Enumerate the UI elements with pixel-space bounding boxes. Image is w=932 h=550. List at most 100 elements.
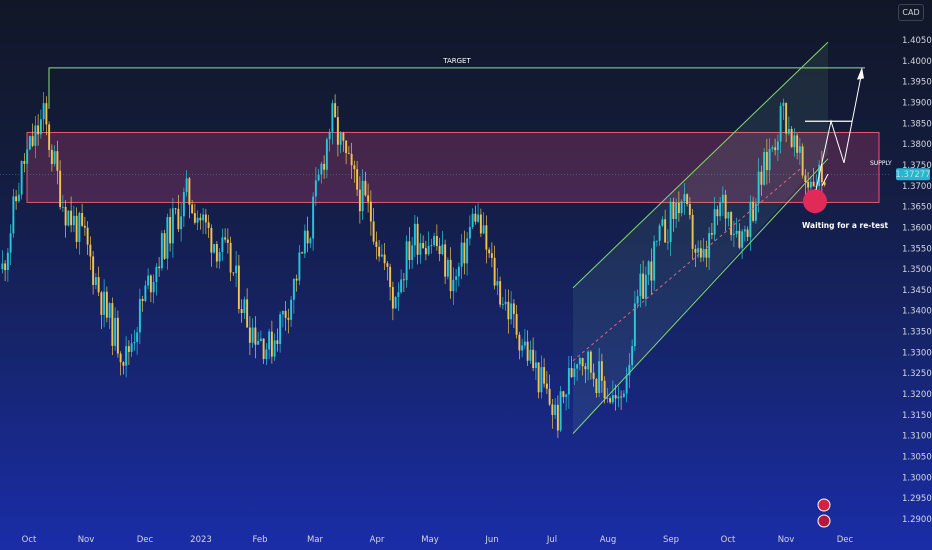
candle-body [741,231,744,248]
candle-body [801,146,804,176]
candle-body [636,296,639,304]
candle-body [724,194,727,219]
candle-body [735,230,738,234]
candle-body [760,171,763,185]
y-tick-label: 1.31500 [902,411,932,421]
candle-body [457,266,460,277]
x-tick-label: Dec [137,535,154,545]
candle-body [37,125,40,135]
candle-body [325,139,328,170]
candle-body [262,338,265,360]
candle-body [677,203,680,214]
candle-body [584,366,587,370]
candle-body [501,304,504,305]
candle-body [680,201,683,214]
candle-body [570,368,573,378]
candle-body [81,213,84,226]
candle-body [790,128,793,148]
candle-body [193,213,196,223]
candle-body [697,248,700,253]
candle-body [510,303,513,320]
candle-body [372,221,375,242]
candle-body [26,149,29,164]
candle-body [380,254,383,257]
us-flag-icon[interactable] [817,514,831,528]
y-tick-label: 1.32500 [902,369,932,379]
candle-body [116,317,119,354]
candle-body [820,164,823,183]
candle-body [23,161,26,164]
candle-body [400,279,403,293]
candle-body [812,181,815,187]
candle-body [763,151,766,185]
candle-body [441,244,444,255]
x-tick-label: Jul [546,535,557,545]
currency-label[interactable]: CAD [898,4,924,21]
candle-body [207,222,210,228]
candle-body [589,351,592,373]
candle-body [507,301,510,320]
candle-body [177,208,180,230]
y-tick-label: 1.38000 [902,140,932,150]
candle-body [411,245,414,261]
candle-body [281,310,284,315]
x-tick-label: Nov [78,535,95,545]
candle-body [672,201,675,220]
candle-body [394,296,397,309]
x-axis: Oct Nov Dec 2023 Feb Mar Apr May Jun Jul Aug Sep Oct… [22,535,854,545]
candle-body [298,252,301,281]
candle-body [620,396,623,398]
y-tick-label: 1.30000 [902,473,932,483]
candle-body [578,357,581,365]
candle-body [147,275,150,286]
candle-body [334,103,337,118]
y-tick-label: 1.35000 [902,265,932,275]
candle-body [237,265,240,310]
canada-flag-icon[interactable] [817,498,831,512]
y-tick-label: 1.39500 [902,78,932,88]
candle-body [787,128,790,134]
candle-body [655,240,658,242]
candle-body [273,340,276,357]
candle-body [675,203,678,220]
candle-body [757,171,760,204]
candle-body [169,217,172,244]
target-line [48,67,865,109]
candle-body [653,241,656,281]
candle-body [493,257,496,286]
candle-body [191,204,194,214]
candle-body [199,217,202,221]
candle-body [259,338,262,342]
candle-body [279,314,282,344]
x-tick-label: Nov [778,535,795,545]
candle-body [75,215,78,242]
candle-body [545,383,548,389]
candle-body [70,210,73,226]
y-tick-label: 1.36000 [902,223,932,233]
candle-body [468,227,471,239]
zones [0,131,890,203]
candle-body [603,380,606,399]
candle-body [779,105,782,142]
candle-body [312,196,315,239]
candle-body [496,281,499,286]
candle-body [716,209,719,217]
candle-body [424,248,427,255]
last-price-label: 1.37277 [895,170,930,180]
candle-body [158,266,161,269]
candle-body [6,252,9,270]
candle-body [287,317,290,320]
candle-body [699,248,702,258]
candle-body [521,345,524,351]
candle-body [397,292,400,297]
candle-body [268,331,271,350]
candle-body [72,215,75,226]
candle-body [402,279,405,281]
x-tick-label: Dec [837,535,854,545]
candle-body [727,212,730,219]
candle-body [573,368,576,378]
candle-body [248,327,251,343]
candle-body [782,102,785,106]
candle-body [482,225,485,234]
